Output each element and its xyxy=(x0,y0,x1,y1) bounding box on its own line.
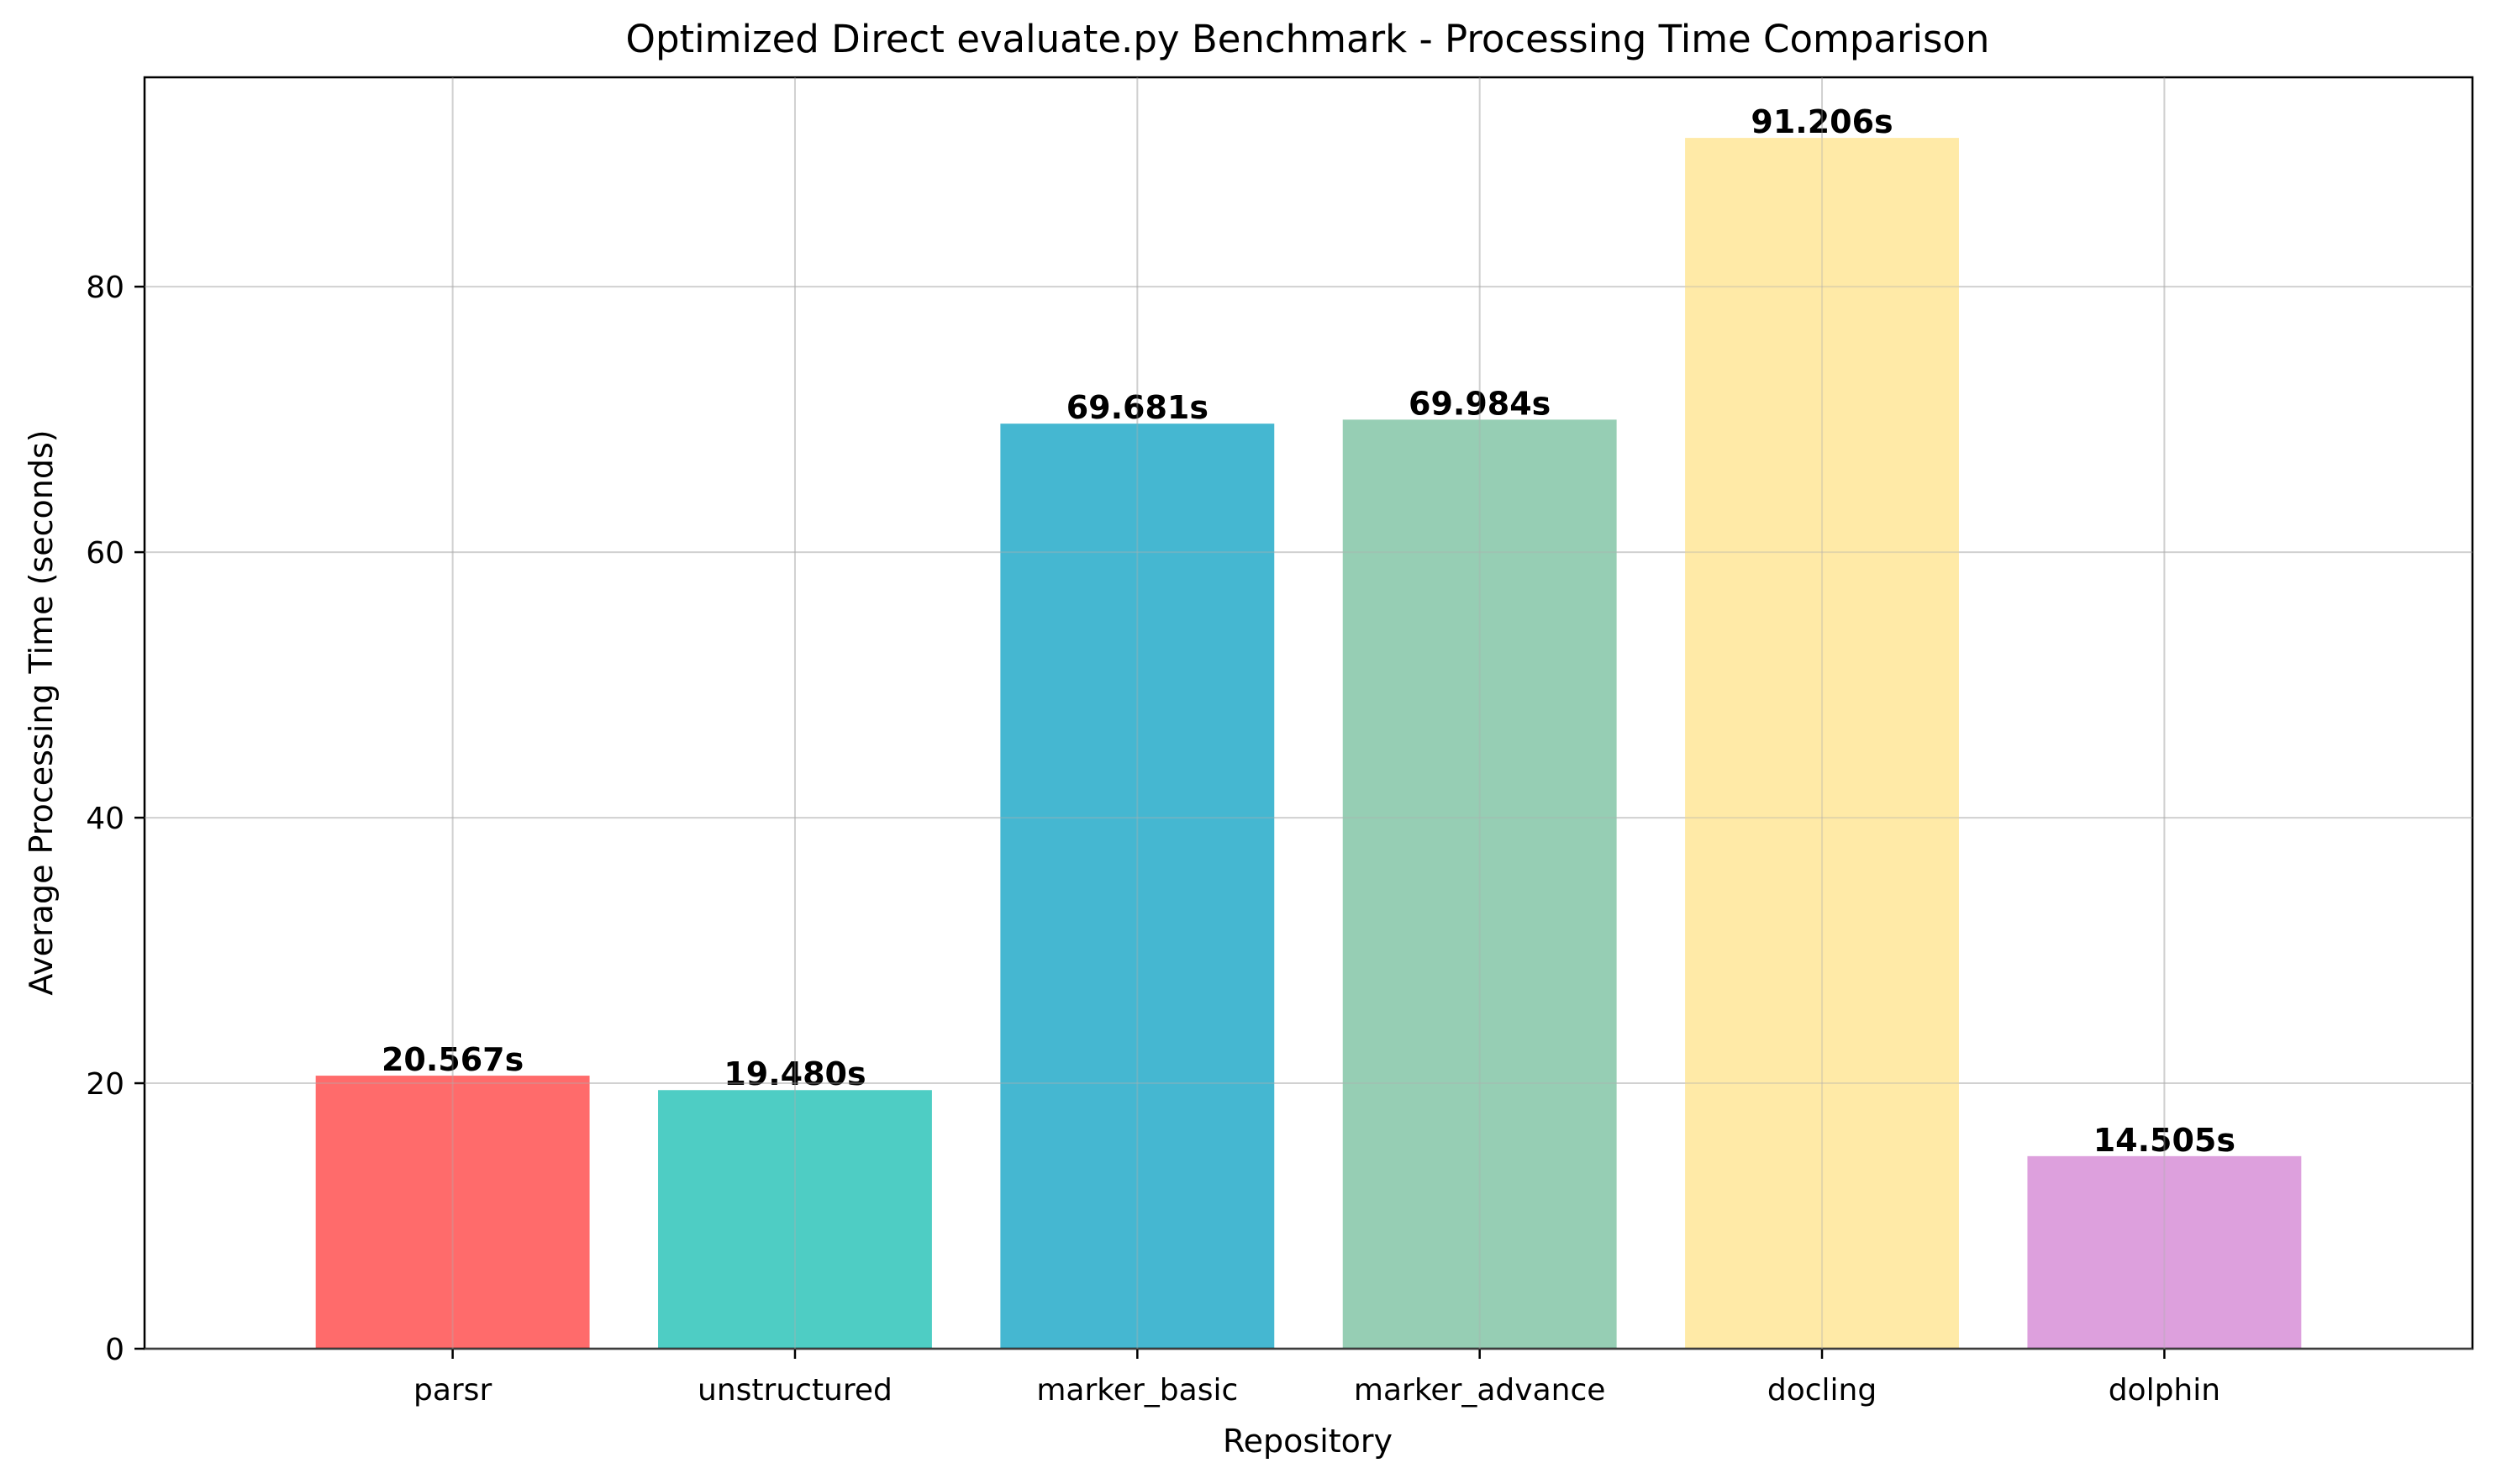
x-tick-label-marker_advance: marker_advance xyxy=(1354,1373,1605,1408)
y-tick-label: 0 xyxy=(105,1333,124,1367)
data-label-docling: 91.206s xyxy=(1751,103,1893,140)
data-label-dolphin: 14.505s xyxy=(2093,1122,2235,1159)
x-tick-label-unstructured: unstructured xyxy=(698,1373,893,1408)
x-tick-label-docling: docling xyxy=(1767,1373,1877,1408)
bar-parsr xyxy=(315,1076,590,1349)
y-tick-label: 40 xyxy=(86,802,124,836)
data-label-parsr: 20.567s xyxy=(382,1041,524,1078)
chart-title: Optimized Direct evaluate.py Benchmark -… xyxy=(626,17,1990,61)
x-tick-label-dolphin: dolphin xyxy=(2109,1373,2220,1408)
x-tick-label-marker_basic: marker_basic xyxy=(1036,1373,1238,1408)
x-axis-label: Repository xyxy=(1223,1423,1393,1460)
y-tick-label: 60 xyxy=(86,536,124,571)
data-label-unstructured: 19.480s xyxy=(724,1055,866,1092)
x-tick-label-parsr: parsr xyxy=(413,1373,492,1408)
data-label-marker_basic: 69.681s xyxy=(1066,389,1209,426)
data-label-marker_advance: 69.984s xyxy=(1409,385,1551,422)
y-axis-label: Average Processing Time (seconds) xyxy=(23,429,60,995)
bar-marker_advance xyxy=(1342,419,1617,1349)
bar-docling xyxy=(1685,138,1959,1350)
bar-dolphin xyxy=(2027,1155,2302,1349)
plot-frame xyxy=(143,76,2474,1350)
bar-marker_basic xyxy=(1000,424,1275,1349)
bar-unstructured xyxy=(658,1090,932,1349)
y-tick-label: 80 xyxy=(86,271,124,305)
y-tick-label: 20 xyxy=(86,1067,124,1102)
